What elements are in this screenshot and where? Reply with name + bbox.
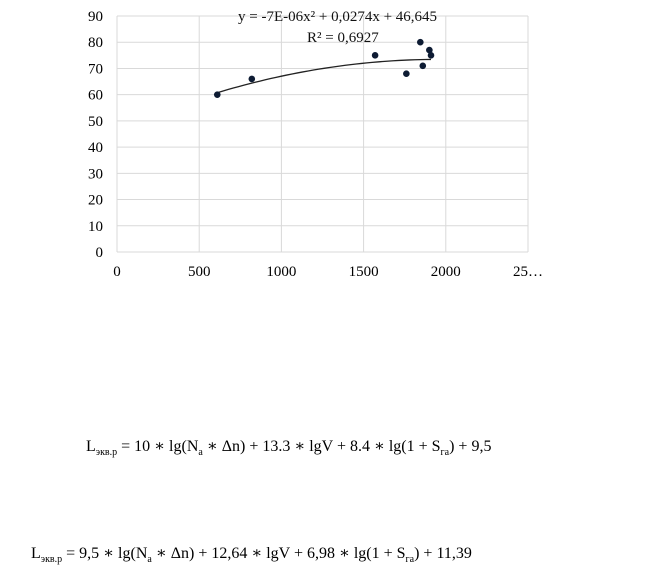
- x-axis-ticks: 0 500 1000 1500 2000 25…: [113, 264, 543, 280]
- formula-1-S-sub: га: [440, 447, 450, 459]
- y-tick-label: 90: [88, 9, 103, 25]
- y-tick-label: 0: [96, 245, 104, 261]
- formula-2-mid: ∗ Δn) + 12,64 ∗ lgV + 6,98 ∗ lg(1 + S: [151, 545, 406, 562]
- y-tick-label: 20: [88, 193, 103, 209]
- data-points: [213, 38, 435, 98]
- trendline: [217, 58, 432, 94]
- gridlines: [116, 15, 529, 253]
- data-point: [403, 70, 410, 77]
- formula-2-eq: = 9,5 ∗ lg(N: [62, 545, 148, 562]
- formula-2: Lэкв.р = 9,5 ∗ lg(Na ∗ Δn) + 12,64 ∗ lgV…: [31, 543, 472, 565]
- formula-2-end: ) + 11,39: [414, 545, 472, 562]
- data-point: [419, 62, 427, 70]
- y-tick-label: 40: [88, 140, 103, 156]
- formula-2-L-sub: экв.р: [40, 554, 63, 566]
- formula-1-eq: = 10 ∗ lg(N: [117, 438, 199, 455]
- data-point: [417, 38, 424, 46]
- y-axis-ticks: 0 10 20 30 40 50 60 70 80 90: [88, 9, 103, 261]
- y-tick-label: 30: [88, 166, 103, 182]
- x-tick-label: 0: [113, 264, 121, 280]
- data-point: [248, 75, 256, 83]
- data-point: [427, 52, 435, 59]
- x-tick-label: 1500: [349, 264, 379, 280]
- formula-1: Lэкв.р = 10 ∗ lg(Na ∗ Δn) + 13.3 ∗ lgV +…: [86, 436, 491, 458]
- data-point: [426, 46, 433, 54]
- y-tick-label: 10: [88, 219, 103, 235]
- formula-2-L: L: [31, 545, 41, 562]
- formula-1-L: L: [86, 438, 96, 455]
- x-tick-label: 1000: [266, 264, 296, 280]
- r-squared-label: R² = 0,6927: [307, 30, 379, 46]
- formula-2-S-sub: га: [405, 554, 415, 566]
- trendline-equation: y = -7E-06x² + 0,0274x + 46,645: [238, 9, 437, 25]
- formula-1-end: ) + 9,5: [449, 438, 492, 455]
- formula-2-N-sub: a: [147, 554, 152, 566]
- data-point: [371, 52, 379, 59]
- x-tick-label: 500: [188, 264, 211, 280]
- formula-1-L-sub: экв.р: [95, 447, 118, 459]
- x-tick-label: 25…: [513, 264, 543, 280]
- y-tick-label: 80: [88, 35, 103, 51]
- formula-1-N-sub: a: [198, 447, 203, 459]
- y-tick-label: 70: [88, 61, 103, 77]
- formula-1-mid: ∗ Δn) + 13.3 ∗ lgV + 8.4 ∗ lg(1 + S: [202, 438, 441, 455]
- y-tick-label: 50: [88, 114, 103, 130]
- y-tick-label: 60: [88, 88, 103, 104]
- x-tick-label: 2000: [431, 264, 461, 280]
- data-point: [213, 91, 221, 98]
